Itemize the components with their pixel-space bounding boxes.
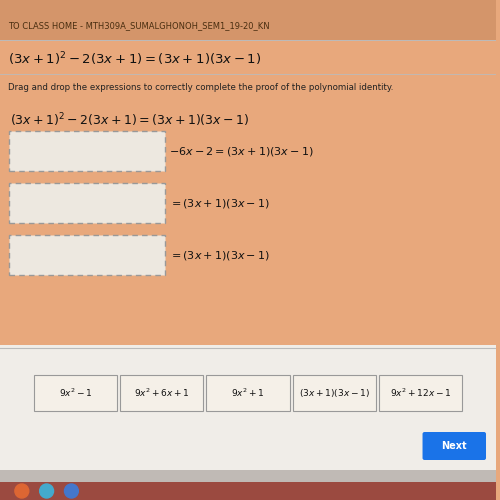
- Text: $9x^2 + 12x - 1$: $9x^2 + 12x - 1$: [390, 387, 452, 399]
- Bar: [0, 482, 496, 500]
- Bar: [0, 0, 496, 40]
- FancyBboxPatch shape: [206, 375, 290, 411]
- Circle shape: [15, 484, 29, 498]
- FancyBboxPatch shape: [34, 375, 117, 411]
- FancyBboxPatch shape: [120, 375, 204, 411]
- Bar: [0, 345, 496, 470]
- Text: $(3x+1)^2 - 2(3x+1) = (3x+1)(3x-1)$: $(3x+1)^2 - 2(3x+1) = (3x+1)(3x-1)$: [8, 50, 262, 68]
- Text: $= (3x+1)(3x-1)$: $= (3x+1)(3x-1)$: [168, 248, 270, 262]
- Text: Next: Next: [442, 441, 467, 451]
- Bar: [0, 40, 496, 370]
- FancyBboxPatch shape: [9, 131, 164, 171]
- Bar: [0, 470, 496, 500]
- Text: $(3x+1)^2 - 2(3x+1) = (3x+1)(3x-1)$: $(3x+1)^2 - 2(3x+1) = (3x+1)(3x-1)$: [10, 111, 249, 129]
- Text: $(3x+1)(3x-1)$: $(3x+1)(3x-1)$: [299, 387, 370, 399]
- Circle shape: [64, 484, 78, 498]
- FancyBboxPatch shape: [292, 375, 376, 411]
- Circle shape: [40, 484, 54, 498]
- Text: $9x^2 + 6x + 1$: $9x^2 + 6x + 1$: [134, 387, 190, 399]
- FancyBboxPatch shape: [422, 432, 486, 460]
- FancyBboxPatch shape: [9, 183, 164, 223]
- FancyBboxPatch shape: [9, 235, 164, 275]
- Text: $9x^2 + 1$: $9x^2 + 1$: [231, 387, 265, 399]
- Text: Drag and drop the expressions to correctly complete the proof of the polynomial : Drag and drop the expressions to correct…: [8, 82, 394, 92]
- Text: $-6x - 2 = (3x+1)(3x-1)$: $-6x - 2 = (3x+1)(3x-1)$: [168, 144, 313, 158]
- Text: $9x^2 - 1$: $9x^2 - 1$: [58, 387, 92, 399]
- Text: $= (3x+1)(3x-1)$: $= (3x+1)(3x-1)$: [168, 196, 270, 209]
- Text: TO CLASS HOME - MTH309A_SUMALGHONOH_SEM1_19-20_KN: TO CLASS HOME - MTH309A_SUMALGHONOH_SEM1…: [8, 22, 270, 30]
- FancyBboxPatch shape: [379, 375, 462, 411]
